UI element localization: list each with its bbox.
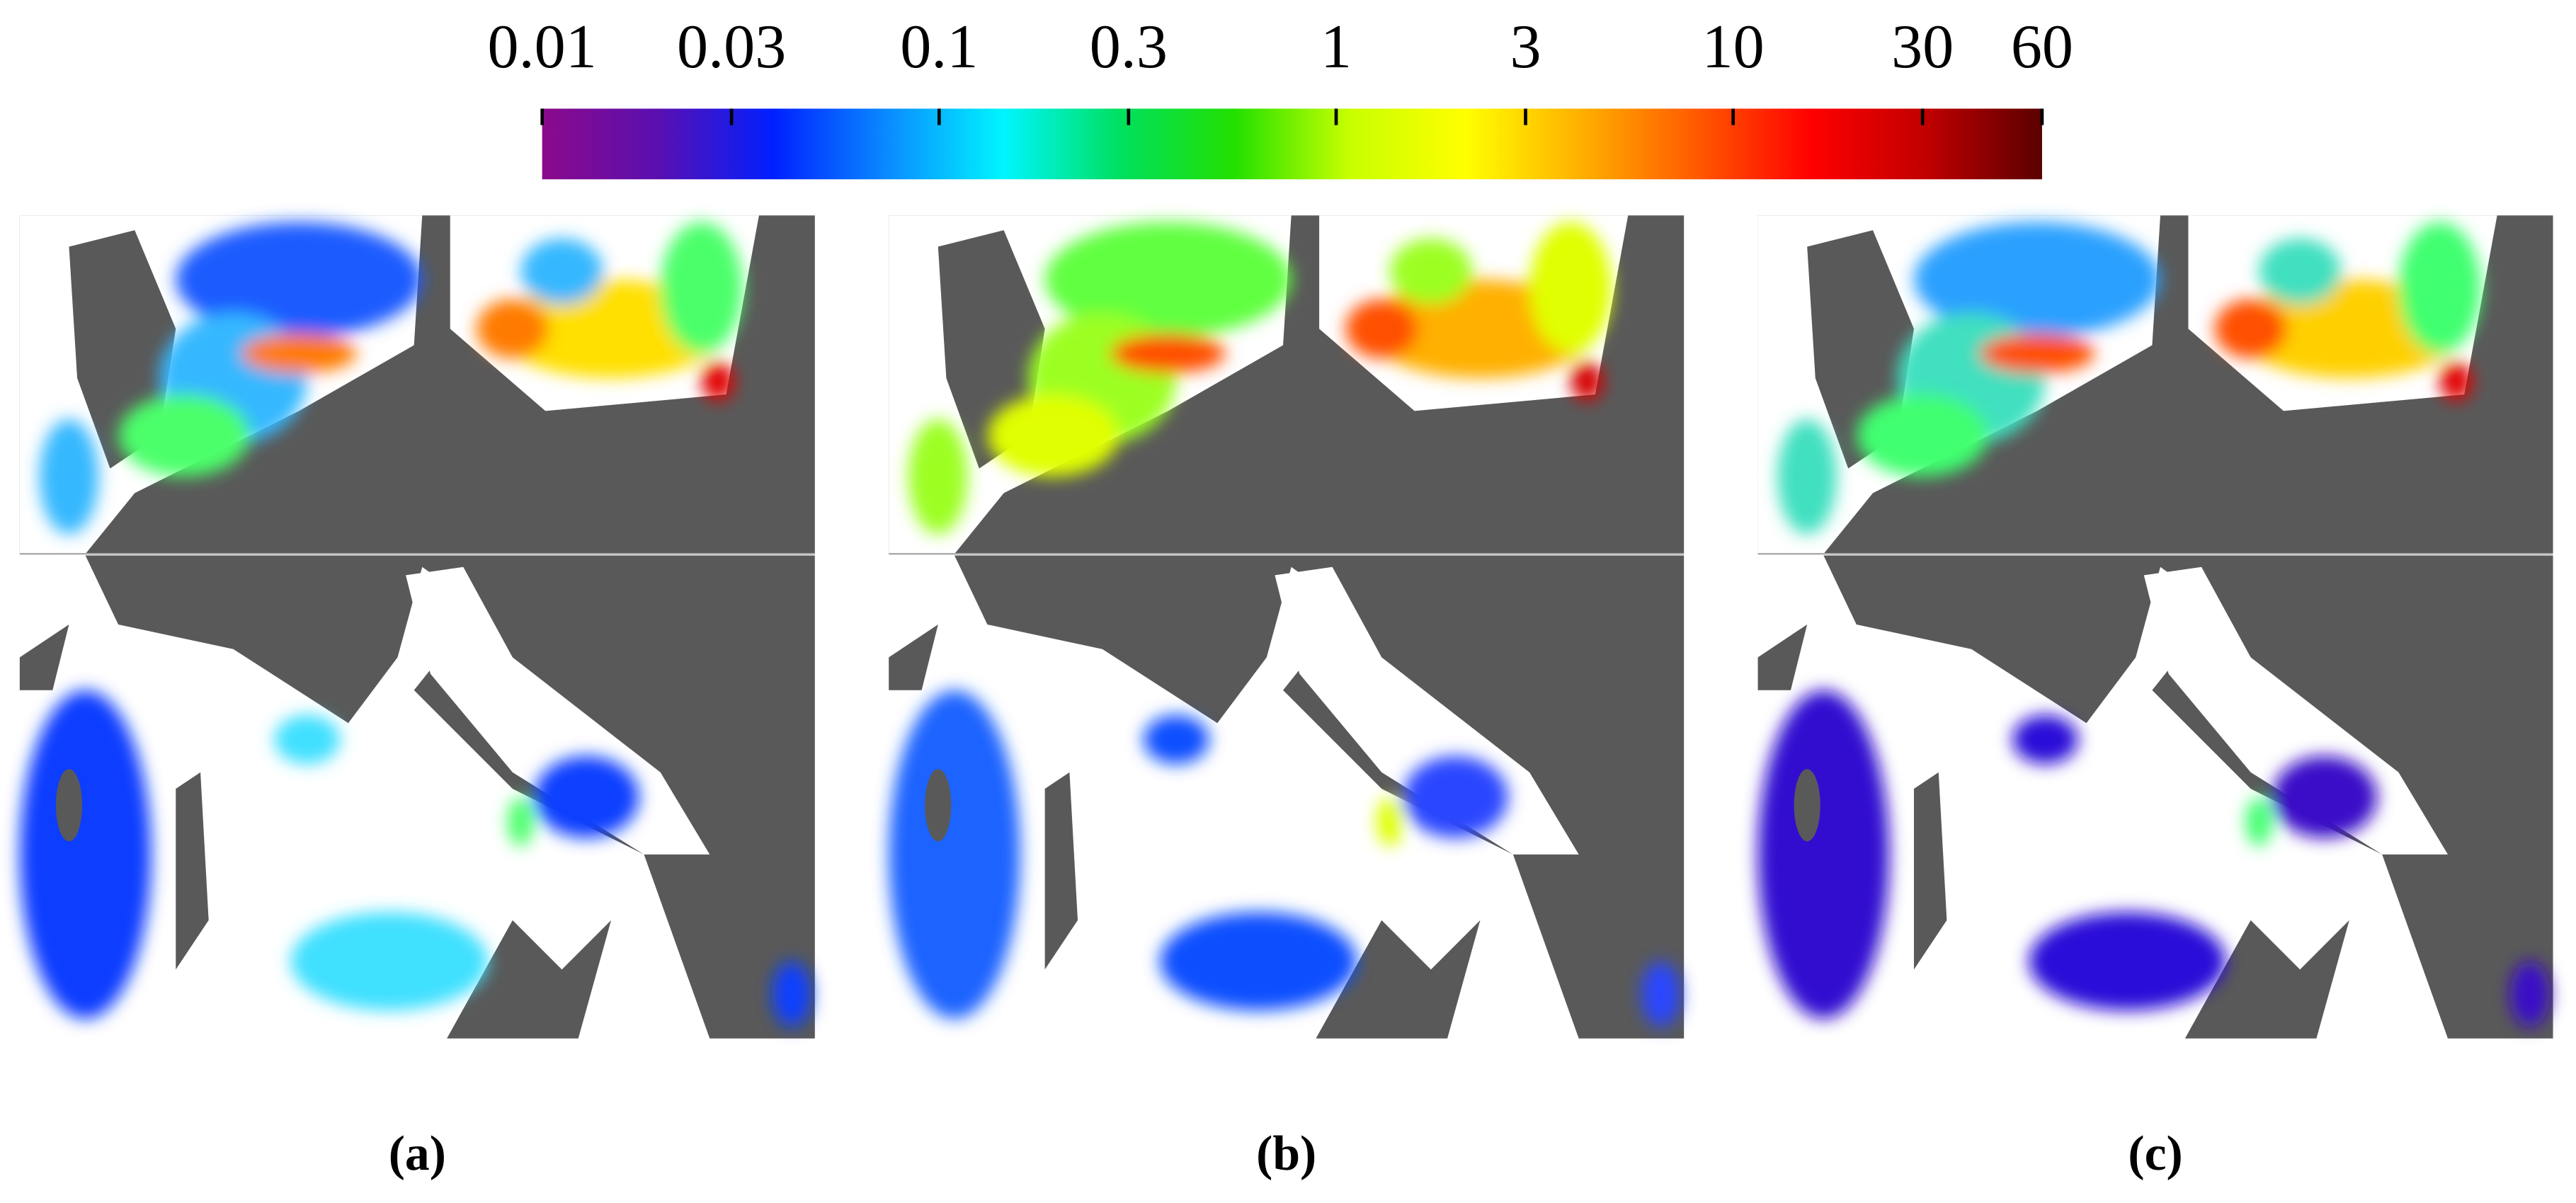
chl-area — [1389, 238, 1472, 304]
chl-area — [2259, 238, 2342, 304]
chl-blobs — [1757, 690, 2550, 1027]
chl-area — [772, 961, 812, 1027]
chl-area — [2214, 299, 2287, 359]
land-italy — [954, 555, 1685, 1039]
chl-area — [1044, 222, 1292, 337]
map-panel — [19, 215, 815, 1039]
chl-area — [2510, 961, 2550, 1027]
chl-area — [534, 756, 639, 838]
chl-area — [1160, 912, 1357, 1011]
land-italy-south — [447, 920, 612, 1039]
chl-area — [176, 222, 423, 337]
colorbar-tick-label: 0.01 — [488, 12, 597, 81]
chl-blobs — [889, 690, 1681, 1027]
chl-area — [1757, 690, 1890, 1019]
chl-area — [118, 394, 250, 477]
chl-area — [507, 797, 535, 847]
chl-area — [2398, 222, 2481, 354]
land-sardinia-west — [1757, 624, 1808, 690]
land-sardinia-west — [19, 624, 69, 690]
map-panel — [889, 215, 1685, 1039]
chl-area — [1529, 222, 1612, 354]
chl-area — [1777, 418, 1837, 535]
chl-area — [889, 690, 1020, 1019]
panel-label: (a) — [389, 1127, 446, 1181]
colorbar-tick-label: 0.3 — [1090, 12, 1168, 81]
chl-area — [274, 714, 341, 765]
chl-area — [660, 222, 743, 354]
chl-area — [476, 299, 549, 359]
chl-blobs — [908, 222, 1612, 535]
chl-area — [1571, 361, 1604, 401]
chl-area — [1913, 222, 2161, 337]
land-italy-south — [1316, 920, 1481, 1039]
map-panels — [19, 215, 2553, 1039]
colorbar-tick-label: 0.03 — [677, 12, 786, 81]
chl-area — [39, 418, 99, 535]
chl-area — [987, 394, 1119, 477]
chl-area — [1377, 797, 1403, 847]
chl-area — [1403, 756, 1508, 838]
chl-area — [2245, 797, 2272, 847]
no-data-hole — [925, 769, 952, 842]
land-corsica — [1913, 772, 1947, 970]
chl-area — [19, 690, 152, 1019]
chl-area — [1856, 394, 1988, 477]
chl-area — [2012, 714, 2078, 765]
colorbar-tick-label: 3 — [1510, 12, 1541, 81]
chl-area — [290, 912, 489, 1011]
land-italy-south — [2184, 920, 2349, 1039]
colorbar-tick-label: 10 — [1702, 12, 1765, 81]
chl-area — [1110, 333, 1226, 373]
panel-label: (c) — [2128, 1127, 2182, 1181]
chl-area — [1641, 961, 1681, 1027]
colorbar — [542, 108, 2042, 180]
colorbar-tick-label: 1 — [1321, 12, 1352, 81]
colorbar-tick-label: 60 — [2011, 12, 2073, 81]
chl-area — [1979, 333, 2095, 373]
chl-area — [520, 238, 603, 304]
map-panel — [1757, 215, 2553, 1039]
chl-blobs — [1777, 222, 2481, 535]
chl-area — [701, 361, 735, 401]
land-italy — [1823, 555, 2553, 1039]
colorbar-tick-label: 0.1 — [900, 12, 978, 81]
no-data-hole — [1794, 769, 1820, 842]
chl-blobs — [19, 690, 812, 1027]
panel-label: (b) — [1256, 1127, 1316, 1181]
chl-area — [908, 418, 968, 535]
chl-blobs — [39, 222, 743, 535]
land-italy — [85, 555, 815, 1039]
chl-area — [2029, 912, 2226, 1011]
land-sardinia-west — [889, 624, 938, 690]
chl-area — [1143, 714, 1209, 765]
land-corsica — [176, 772, 209, 970]
chl-area — [1345, 299, 1418, 359]
chl-area — [2272, 756, 2378, 838]
colorbar-tick-label: 30 — [1891, 12, 1954, 81]
no-data-hole — [55, 769, 83, 842]
chl-area — [2439, 361, 2473, 401]
chl-area — [241, 333, 357, 373]
land-corsica — [1044, 772, 1078, 970]
